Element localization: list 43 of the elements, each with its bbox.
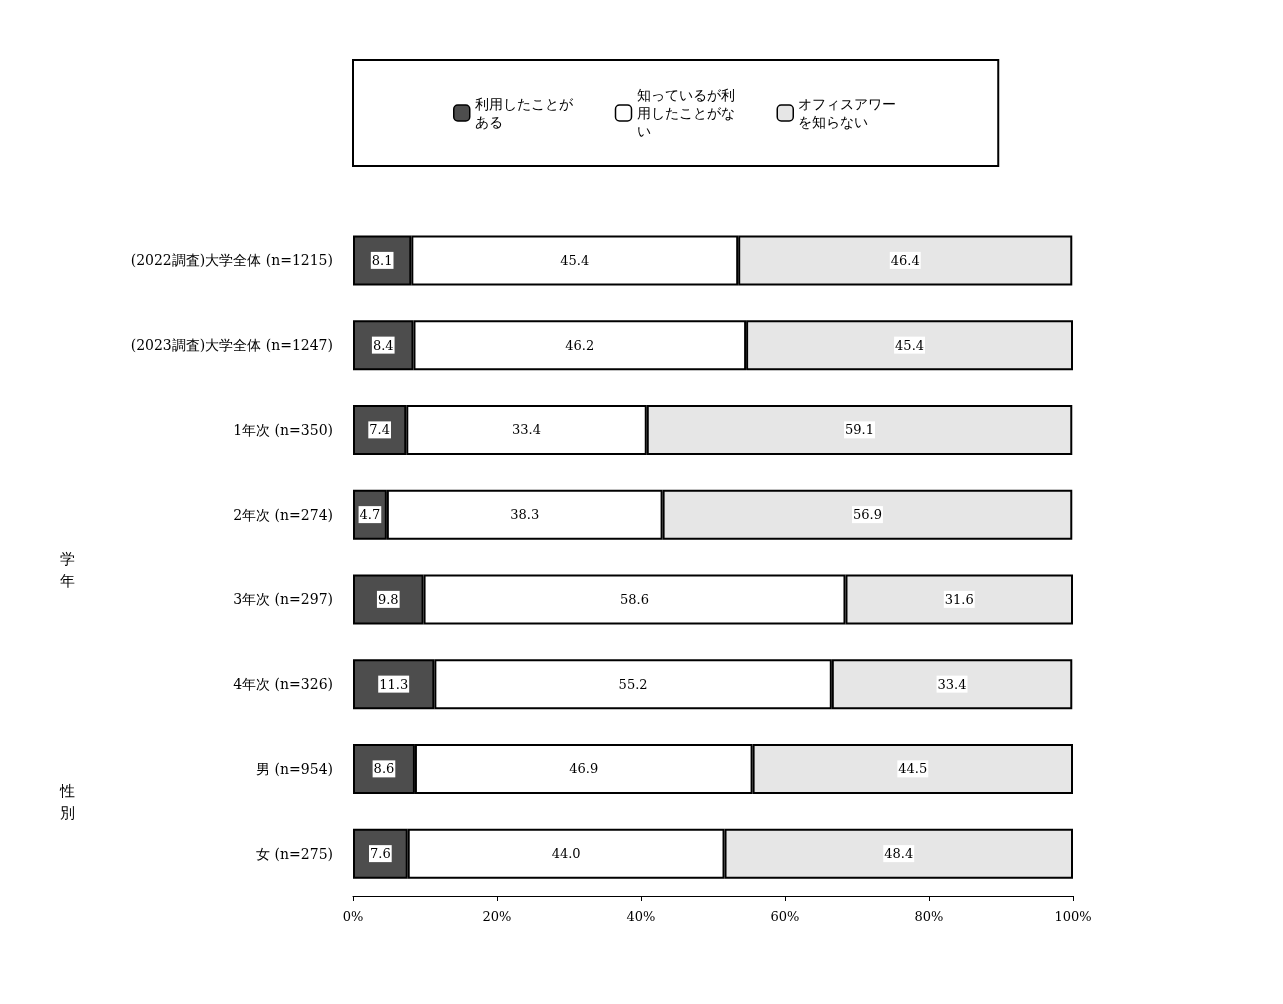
data-label: 33.4 [937,676,967,692]
data-label: 59.1 [845,422,874,438]
data-label: 4.7 [359,507,381,523]
x-tick-label: 80% [914,909,944,924]
legend-label: 利用したことがある [474,96,574,130]
data-label: 48.4 [884,846,914,862]
data-label: 56.9 [852,507,882,523]
data-label: 8.6 [373,761,395,777]
data-label: 11.3 [379,676,409,692]
data-label: 31.6 [944,591,974,607]
legend-label: オフィスアワーを知らない [798,96,897,130]
data-label: 7.4 [369,422,390,438]
data-label: 7.6 [370,846,391,862]
data-label: 8.4 [372,337,394,353]
y-tick-label: (2022調査)大学全体 (n=1215) [130,252,333,269]
data-label: 38.3 [510,507,540,523]
x-tick-label: 20% [482,909,512,924]
text: 性別 [59,782,75,822]
y-tick-label: 男 (n=954) [256,760,333,777]
data-label: 44.5 [898,761,928,777]
x-tick-label: 40% [626,909,656,924]
x-tick-label: 100% [1054,909,1092,924]
data-label: 46.4 [890,252,920,268]
x-tick-label: 60% [770,909,800,924]
x-tick-label: 0% [342,909,364,924]
y-tick-label: 3年次 (n=297) [233,591,333,608]
text: 学年 [60,550,75,590]
data-label: 45.4 [895,337,925,353]
data-label: 46.2 [565,337,595,353]
y-tick-label: 2年次 (n=274) [233,506,333,523]
y-tick-label: (2023調査)大学全体 (n=1247) [130,337,333,354]
y-tick-label: 1年次 (n=350) [233,421,333,438]
legend-label: 知っているが利用したことがない [636,87,735,139]
data-label: 46.9 [569,761,599,777]
data-label: 55.2 [618,676,648,692]
data-label: 33.4 [512,422,541,438]
data-label: 58.6 [620,591,649,607]
data-label: 8.1 [371,252,393,268]
data-label: 45.4 [560,252,590,268]
y-tick-label: 女 (n=275) [256,845,333,862]
data-label: 44.0 [551,846,581,862]
data-label: 9.8 [377,591,399,607]
y-tick-label: 4年次 (n=326) [233,676,333,693]
